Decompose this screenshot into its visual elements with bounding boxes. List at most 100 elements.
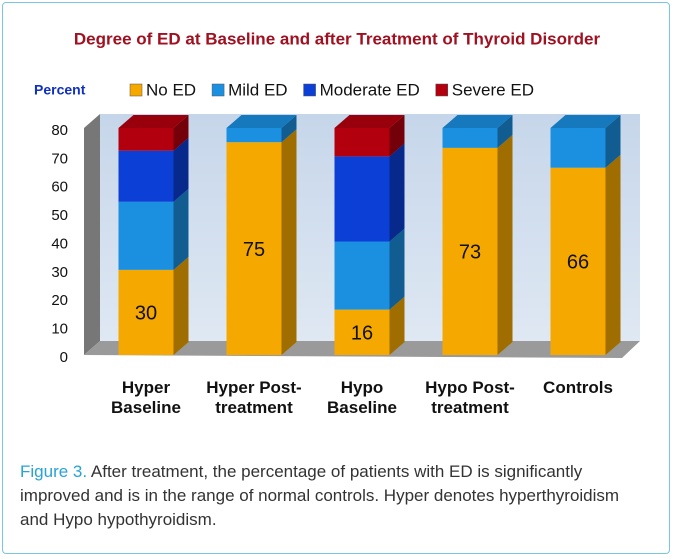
data-label: 73 bbox=[459, 242, 481, 264]
bar-front bbox=[334, 128, 390, 157]
bar-side bbox=[281, 115, 297, 143]
caption-text: After treatment, the percentage of patie… bbox=[20, 462, 620, 529]
figure-frame bbox=[2, 2, 670, 554]
bar-side-shade bbox=[389, 296, 405, 355]
bar-segment bbox=[226, 115, 297, 143]
x-tick-label: Controls bbox=[543, 378, 613, 397]
bar-segment bbox=[118, 115, 189, 151]
bar-side-shade bbox=[389, 115, 405, 157]
x-tick-label: Hyper Post-treatment bbox=[206, 378, 302, 417]
data-label: 75 bbox=[243, 239, 265, 261]
bar-side bbox=[389, 296, 405, 355]
caption: Figure 3. After treatment, the percentag… bbox=[20, 460, 650, 532]
x-tick-label: Hypo Baseline bbox=[327, 378, 397, 417]
bar-front bbox=[442, 128, 498, 148]
chart: Degree of ED at Baseline and after Treat… bbox=[34, 29, 640, 366]
y-tick-label: 30 bbox=[51, 264, 68, 281]
bar-segment bbox=[550, 115, 621, 168]
legend-label: Moderate ED bbox=[320, 80, 420, 99]
bar-top-shade bbox=[442, 115, 513, 128]
bar-side-shade bbox=[173, 256, 189, 355]
bar-side bbox=[281, 129, 297, 355]
bar-segment bbox=[442, 134, 513, 355]
y-tick-label: 0 bbox=[60, 349, 68, 366]
bar-front bbox=[442, 147, 498, 355]
bar-front bbox=[334, 309, 390, 355]
bar-side bbox=[173, 256, 189, 355]
y-tick-label: 70 bbox=[51, 150, 68, 167]
bar-side-shade bbox=[605, 115, 621, 168]
bar-front bbox=[550, 167, 606, 355]
bar-front bbox=[118, 150, 174, 202]
bar-side bbox=[173, 115, 189, 151]
bar-side bbox=[173, 188, 189, 270]
legend-label: No ED bbox=[146, 80, 196, 99]
bar-front bbox=[118, 201, 174, 270]
bar-top-shade bbox=[118, 115, 189, 128]
bar-segment bbox=[334, 228, 405, 310]
bar-top bbox=[226, 115, 297, 128]
data-label: 30 bbox=[135, 303, 157, 325]
legend-label: Mild ED bbox=[228, 80, 288, 99]
bar-segment bbox=[334, 296, 405, 355]
legend-swatch bbox=[303, 83, 316, 97]
bar-front bbox=[226, 142, 282, 355]
bar-side bbox=[497, 134, 513, 355]
bar-side-shade bbox=[173, 137, 189, 202]
bar-side bbox=[389, 228, 405, 310]
bar-top-shade bbox=[226, 115, 297, 128]
side-wall bbox=[84, 114, 100, 355]
bar-side bbox=[389, 143, 405, 242]
bar-front bbox=[118, 269, 174, 355]
bar-front bbox=[118, 128, 174, 151]
bar-side bbox=[605, 154, 621, 355]
bar-segment bbox=[226, 129, 297, 355]
bar-side-shade bbox=[173, 188, 189, 270]
y-tick-label: 80 bbox=[51, 122, 68, 139]
x-tick-label: Hyper Baseline bbox=[111, 378, 181, 417]
bar-segment bbox=[118, 188, 189, 270]
data-label: 16 bbox=[351, 323, 373, 345]
bar-side bbox=[173, 137, 189, 202]
bar-side-shade bbox=[389, 228, 405, 310]
bar-side-shade bbox=[605, 154, 621, 355]
y-tick-label: 60 bbox=[51, 179, 68, 196]
x-tick-label: Hypo Post-treatment bbox=[425, 378, 515, 417]
bar-segment bbox=[550, 154, 621, 355]
bar-side-shade bbox=[281, 115, 297, 143]
bar-top bbox=[550, 115, 621, 128]
bar-side-shade bbox=[497, 115, 513, 148]
y-tick-label: 40 bbox=[51, 235, 68, 252]
y-tick-label: 20 bbox=[51, 292, 68, 309]
bar-side bbox=[605, 115, 621, 168]
legend-swatch bbox=[211, 83, 225, 97]
bar-segment bbox=[118, 137, 189, 202]
legend-label: Severe ED bbox=[452, 80, 534, 99]
bar-side-shade bbox=[497, 134, 513, 355]
y-tick-label: 50 bbox=[51, 207, 68, 224]
bar-side bbox=[389, 115, 405, 157]
y-axis-label: Percent bbox=[34, 82, 86, 98]
bar-front bbox=[334, 241, 390, 310]
bar-top bbox=[334, 115, 405, 128]
legend-swatch bbox=[435, 83, 449, 97]
bar-side-shade bbox=[389, 143, 405, 242]
bar-segment bbox=[334, 143, 405, 242]
caption-label: Figure 3. bbox=[20, 462, 88, 481]
bar-side-shade bbox=[173, 115, 189, 151]
bar-top-shade bbox=[334, 115, 405, 128]
bar-segment bbox=[442, 115, 513, 148]
bar-top bbox=[118, 115, 189, 128]
bar-top-shade bbox=[550, 115, 621, 128]
bar-segment bbox=[334, 115, 405, 157]
bar-front bbox=[226, 128, 282, 143]
bar-side bbox=[497, 115, 513, 148]
bar-top bbox=[442, 115, 513, 128]
bar-front bbox=[334, 156, 390, 242]
chart-title: Degree of ED at Baseline and after Treat… bbox=[74, 29, 601, 48]
y-tick-label: 10 bbox=[51, 321, 68, 338]
legend-swatch bbox=[129, 83, 143, 97]
bar-segment bbox=[118, 256, 189, 355]
bar-side-shade bbox=[281, 129, 297, 355]
bar-front bbox=[550, 128, 606, 168]
